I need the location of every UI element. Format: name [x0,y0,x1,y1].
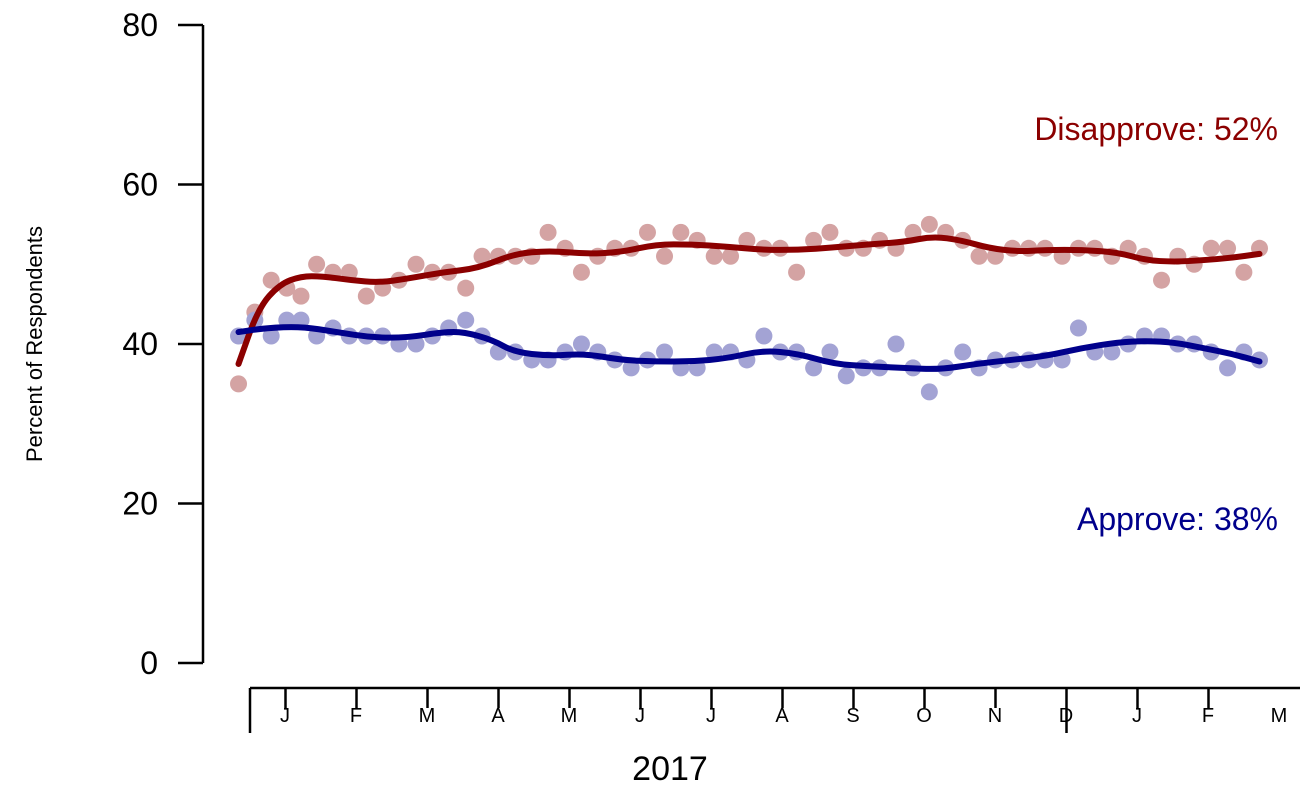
disapprove-point [722,247,740,265]
y-tick-label: 80 [122,7,158,43]
x-month-label: J [635,705,645,727]
disapprove-point [788,263,806,281]
approve-point [1103,343,1121,361]
x-month-label: J [1132,705,1142,727]
disapprove-point [1202,239,1220,257]
y-tick-label: 60 [122,167,158,203]
approve-point [1219,359,1237,377]
approve-point [262,327,280,345]
approve-point [920,383,938,401]
disapprove-point [539,223,557,241]
disapprove-point [738,231,756,249]
approve-point [622,359,640,377]
disapprove-point [705,247,723,265]
disapprove-point [457,279,475,297]
disapprove-point [638,223,656,241]
x-month-label: N [988,705,1002,727]
approve-trend-line [235,324,1263,372]
disapprove-point [473,247,491,265]
approve-point [805,359,823,377]
x-month-label: O [916,705,932,727]
disapprove-point [407,255,425,273]
disapprove-point [262,271,280,289]
approve-point [954,343,972,361]
x-month-label: M [561,705,578,727]
approve-point [821,343,839,361]
approve-point [1069,319,1087,337]
disapprove-point [292,287,310,305]
x-month-label: A [491,705,505,727]
approve-point [656,343,674,361]
approve-label: Approve: 38% [1077,501,1278,537]
approve-point [407,335,425,353]
y-tick-label: 0 [140,645,158,681]
disapprove-point [805,231,823,249]
x-month-label: M [419,705,436,727]
x-month-label: F [1202,705,1214,727]
trend-lines [235,234,1263,372]
approve-point [837,367,855,385]
y-axis-title: Percent of Respondents [22,226,47,462]
disapprove-point [821,223,839,241]
data-points [230,215,1268,401]
disapprove-point [970,247,988,265]
disapprove-point [1219,239,1237,257]
y-axis: 0 20 40 60 80 [122,7,205,681]
disapprove-point [656,247,674,265]
disapprove-point [920,215,938,233]
y-tick-label: 40 [122,326,158,362]
approve-point [755,327,773,345]
disapprove-label: Disapprove: 52% [1034,111,1278,147]
approve-point [457,311,475,329]
y-tick-label: 20 [122,486,158,522]
disapprove-point [1153,271,1171,289]
disapprove-point [308,255,326,273]
approve-point [887,335,905,353]
disapprove-point [357,287,375,305]
x-month-label: S [846,705,859,727]
x-month-label: M [1271,705,1288,727]
x-month-label: J [706,705,716,727]
disapprove-trend-line [235,234,1263,367]
x-month-label: D [1059,705,1073,727]
x-month-label: J [280,705,290,727]
disapprove-point [1235,263,1253,281]
x-month-label: F [350,705,362,727]
year-label: 2017 [632,750,708,786]
disapprove-point [230,375,248,393]
approve-point [572,335,590,353]
disapprove-point [672,223,690,241]
x-month-label: A [775,705,789,727]
disapprove-point [572,263,590,281]
